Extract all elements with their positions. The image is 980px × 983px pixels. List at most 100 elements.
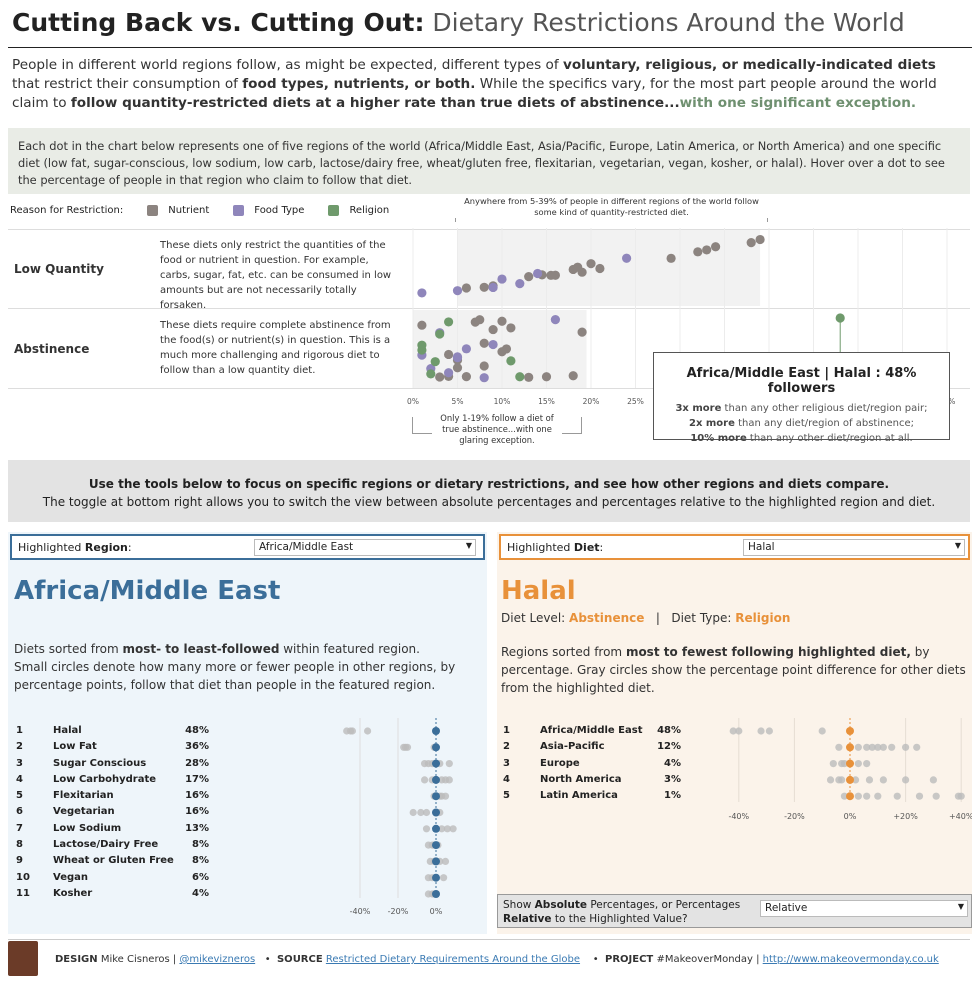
row-divider — [8, 229, 970, 230]
difference-dot — [851, 776, 860, 784]
dot-nutrient-low-quantity — [546, 270, 556, 280]
difference-dot — [364, 727, 372, 735]
designer-handle-link[interactable]: @mikevizneros — [179, 954, 256, 965]
list-item[interactable]: 5 Flexitarian 16% — [16, 790, 209, 802]
source-link[interactable]: Restricted Dietary Requirements Around t… — [325, 954, 581, 965]
difference-dot — [440, 874, 448, 882]
toggle-label: Show Absolute Percentages, or Percentage… — [503, 899, 741, 925]
intro-text: People in different world regions follow… — [12, 57, 937, 111]
row-desc-abstinence: These diets require complete abstinence … — [160, 320, 391, 376]
difference-dot — [854, 760, 862, 768]
diet-panel: Highlighted Diet: Halal ▼ Halal Diet Leve… — [497, 532, 972, 934]
dot-nutrient-abstinence — [435, 372, 445, 382]
toggle-dropdown[interactable]: Relative ▼ — [760, 900, 968, 917]
list-item[interactable]: 8 Lactose/Dairy Free 8% — [16, 839, 209, 851]
legend-label-nutrient: Nutrient — [168, 205, 210, 216]
region-description: Diets sorted from most- to least-followe… — [14, 642, 456, 692]
x-tick-label: -40% — [728, 812, 749, 821]
difference-dot — [865, 776, 874, 784]
legend-label-food-type: Food Type — [254, 205, 305, 216]
diet-dropdown[interactable]: Halal ▼ — [743, 539, 965, 556]
dot-nutrient-abstinence — [506, 323, 516, 333]
list-item[interactable]: 10 Vegan 6% — [16, 871, 209, 883]
list-item[interactable]: 5 Latin America 1% — [503, 790, 681, 802]
list-item[interactable]: 1 Africa/Middle East 48% — [503, 725, 681, 736]
difference-dot — [902, 743, 910, 751]
x-tick-label: -20% — [388, 907, 409, 916]
dot-nutrient-abstinence — [568, 371, 578, 381]
x-tick-label: 0% — [430, 907, 443, 916]
dashboard-title: Cutting Back vs. Cutting Out: Dietary Re… — [12, 8, 905, 37]
region-diet-list: 1 Halal 48% 2 Low Fat 36% 3 Sugar Conscious 28% 4… — [16, 725, 209, 904]
row-divider — [8, 388, 970, 389]
legend-swatch-nutrient[interactable] — [147, 205, 159, 216]
diet-meta: Diet Level: Abstinence | Diet Type: Reli… — [501, 611, 791, 625]
legend-title: Reason for Restriction: — [10, 205, 124, 216]
difference-dot — [854, 792, 862, 800]
difference-dot — [879, 743, 887, 751]
difference-dot — [840, 792, 849, 800]
x-tick-label: 25% — [627, 397, 644, 406]
x-tick-label: 0% — [844, 812, 857, 821]
difference-dot — [422, 808, 431, 817]
region-selector-bar: Highlighted Region: Africa/Middle East ▼ — [10, 534, 485, 560]
project-link[interactable]: http://www.makeovermonday.co.uk — [762, 954, 939, 965]
dot-nutrient-abstinence — [541, 372, 552, 382]
dot-food-type-low-quantity — [417, 288, 427, 298]
difference-dot — [729, 727, 737, 735]
legend-swatch-food-type[interactable] — [233, 205, 245, 216]
instructions-box: Each dot in the chart below represents o… — [8, 128, 970, 194]
featured-dot — [432, 727, 440, 735]
legend: Reason for Restriction: Nutrient Food Ty… — [10, 205, 389, 216]
difference-dot — [421, 776, 429, 784]
diet-name: Halal — [501, 576, 576, 606]
dot-nutrient-abstinence — [417, 320, 427, 330]
dot-food-type-abstinence — [452, 352, 463, 362]
x-tick-label: -20% — [784, 812, 805, 821]
list-item[interactable]: 11 Kosher 4% — [16, 887, 209, 899]
dot-food-type-low-quantity — [515, 279, 525, 289]
featured-dot — [432, 857, 440, 866]
tooltip-body: 3x more than any other religious diet/re… — [675, 403, 928, 444]
list-item[interactable]: 7 Low Sodium 13% — [16, 822, 209, 834]
quantity-range-band — [457, 230, 761, 306]
difference-dot — [838, 776, 846, 784]
list-item[interactable]: 3 Europe 4% — [503, 757, 681, 769]
difference-dot — [403, 743, 412, 751]
region-panel: Highlighted Region: Africa/Middle East ▼ … — [8, 532, 487, 934]
list-item[interactable]: 9 Wheat or Gluten Free 8% — [16, 855, 209, 867]
featured-dot — [432, 743, 440, 752]
region-dropdown[interactable]: Africa/Middle East ▼ — [254, 539, 476, 556]
difference-dot — [422, 825, 431, 833]
difference-dot — [863, 792, 871, 800]
difference-dot — [915, 792, 924, 800]
tools-line-1: Use the tools below to focus on specific… — [88, 477, 890, 491]
featured-dot — [846, 743, 854, 752]
difference-dot — [840, 760, 849, 768]
list-item[interactable]: 2 Low Fat 36% — [16, 741, 209, 753]
difference-dot — [893, 792, 901, 800]
dot-food-type-abstinence — [444, 368, 454, 378]
dot-nutrient-abstinence — [577, 327, 587, 337]
difference-dot — [835, 743, 843, 751]
list-item[interactable]: 4 Low Carbohydrate 17% — [16, 773, 209, 785]
x-tick-label: -40% — [350, 907, 371, 916]
dot-nutrient-low-quantity — [755, 234, 765, 245]
dot-food-type-abstinence — [488, 339, 498, 350]
top-callout: Anywhere from 5-39% of people in differe… — [455, 196, 768, 218]
x-tick-label: 0% — [407, 397, 419, 406]
list-item[interactable]: 1 Halal 48% — [16, 725, 209, 736]
list-item[interactable]: 6 Vegetarian 16% — [16, 806, 209, 818]
row-label-low-quantity: Low Quantity — [14, 262, 104, 276]
difference-dot — [757, 727, 765, 735]
designer-avatar — [8, 941, 38, 976]
list-item[interactable]: 4 North America 3% — [503, 773, 681, 785]
list-item[interactable]: 3 Sugar Conscious 28% — [16, 757, 209, 769]
featured-dot — [432, 759, 440, 768]
legend-swatch-religion[interactable] — [328, 205, 340, 216]
legend-label-religion: Religion — [349, 205, 390, 216]
featured-dot — [432, 808, 440, 817]
list-item[interactable]: 2 Asia-Pacific 12% — [503, 741, 681, 753]
difference-dot — [932, 792, 940, 800]
row-desc-low-quantity: These diets only restrict the quantities… — [160, 240, 392, 311]
